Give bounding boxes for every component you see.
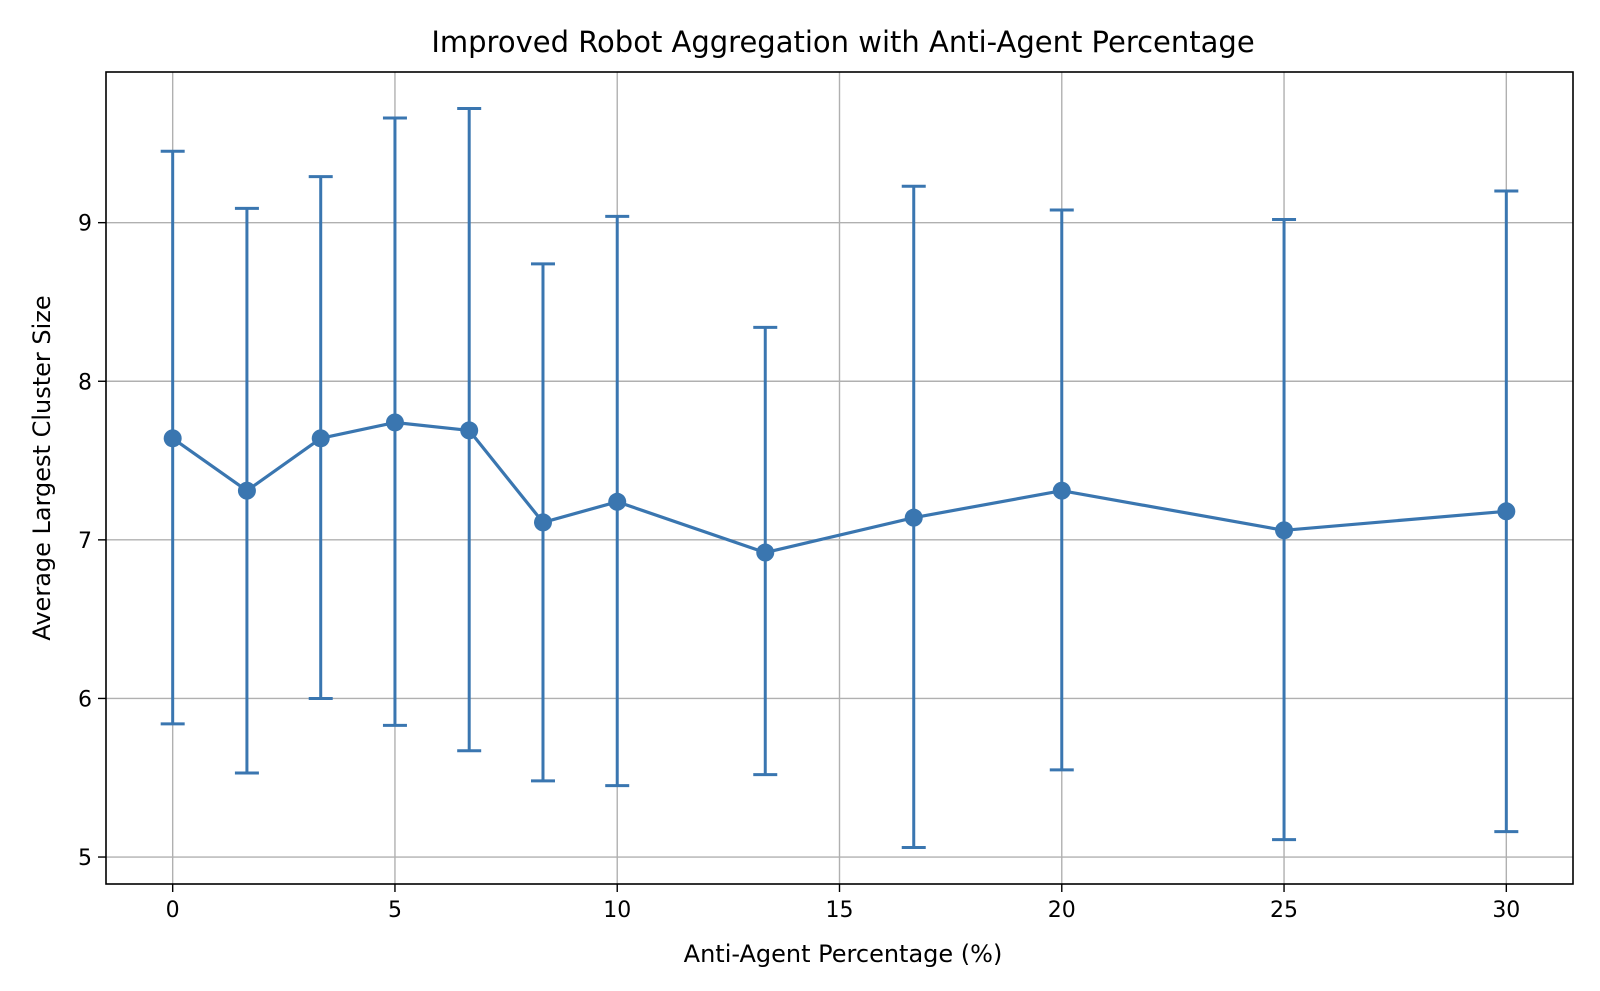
data-point bbox=[1275, 521, 1294, 540]
y-axis-title: Average Largest Cluster Size bbox=[28, 295, 56, 640]
data-point bbox=[1052, 481, 1071, 500]
x-tick-label: 30 bbox=[1492, 898, 1520, 923]
y-tick-label: 5 bbox=[78, 846, 92, 871]
data-point bbox=[608, 492, 627, 511]
data-point bbox=[533, 513, 552, 532]
y-tick-label: 7 bbox=[78, 529, 92, 554]
data-point bbox=[904, 508, 923, 527]
data-points bbox=[163, 413, 1516, 562]
x-tick-label: 0 bbox=[166, 898, 180, 923]
axis-ticks: 0 5 10 15 20 25 30 5 6 7 8 9 bbox=[78, 212, 1520, 923]
data-point bbox=[237, 481, 256, 500]
x-tick-label: 5 bbox=[388, 898, 402, 923]
y-tick-label: 8 bbox=[78, 370, 92, 395]
y-tick-label: 6 bbox=[78, 687, 92, 712]
data-point bbox=[163, 429, 182, 448]
data-point bbox=[756, 543, 775, 562]
data-point bbox=[311, 429, 330, 448]
x-tick-label: 15 bbox=[826, 898, 854, 923]
data-point bbox=[1497, 502, 1516, 521]
series-line-layer bbox=[171, 420, 1507, 555]
data-point bbox=[460, 421, 479, 440]
series-line bbox=[171, 420, 1507, 555]
chart-title: Improved Robot Aggregation with Anti-Age… bbox=[431, 25, 1254, 59]
x-tick-label: 20 bbox=[1048, 898, 1076, 923]
x-tick-label: 10 bbox=[603, 898, 631, 923]
x-axis-title: Anti-Agent Percentage (%) bbox=[684, 940, 1003, 968]
x-tick-label: 25 bbox=[1270, 898, 1298, 923]
data-point bbox=[385, 413, 404, 432]
y-tick-label: 9 bbox=[78, 212, 92, 237]
